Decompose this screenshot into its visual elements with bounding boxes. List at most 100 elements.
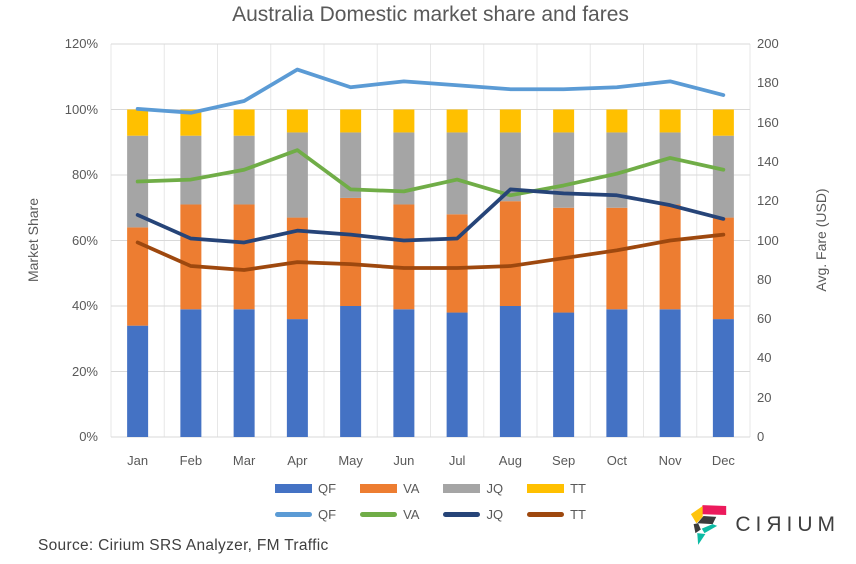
bar-segment-va-oct [606, 207, 628, 310]
bar-segment-tt-dec [712, 109, 734, 136]
bar-segment-jq-may [340, 132, 362, 198]
bar-segment-qf-dec [712, 319, 734, 437]
left-axis-tick: 0% [79, 429, 98, 444]
bar-segment-qf-apr [286, 319, 308, 437]
right-axis-tick: 60 [757, 311, 772, 327]
legend-bar-va: VA [360, 481, 419, 496]
legend-line-label: QF [318, 507, 337, 522]
legend-row-lines: QF VA JQ TT [111, 507, 750, 522]
bar-segment-tt-aug [499, 109, 521, 133]
logo-facet-yellow [691, 506, 703, 524]
legend-bar-swatch-tt [527, 484, 565, 493]
fare-line-va [135, 148, 726, 198]
bar-segment-va-jan [127, 227, 149, 326]
legend-bar-label: QF [318, 481, 337, 496]
legend-bar-qf: QF [275, 481, 336, 496]
bar-segment-va-apr [286, 217, 308, 320]
logo-facet-teal-2 [697, 533, 706, 545]
bar-segment-jq-feb [180, 135, 202, 205]
bar-segment-qf-mar [233, 309, 255, 437]
right-axis-tick: 200 [757, 36, 779, 51]
x-axis-label: Jul [448, 453, 466, 468]
chart-title: Australia Domestic market share and fare… [232, 3, 629, 26]
logo-facet-dark-2 [693, 523, 702, 534]
bar-segment-qf-nov [659, 309, 681, 437]
right-axis-title: Avg. Fare (USD) [813, 188, 829, 292]
cirium-logo-mark [691, 505, 727, 545]
left-axis-tick: 40% [71, 298, 98, 313]
bar-segment-tt-may [340, 109, 362, 133]
bar-segment-jq-jun [393, 132, 415, 205]
x-axis-label: Sep [552, 453, 576, 468]
legend-row-bars: QF VA JQ TT [111, 481, 750, 496]
bar-segment-tt-jan [127, 109, 149, 136]
bar-segment-qf-jul [446, 312, 468, 437]
bar-segment-tt-jun [393, 109, 415, 133]
legend-bar-label: VA [403, 481, 420, 496]
fare-lines [135, 67, 726, 272]
legend-line-label: JQ [486, 507, 504, 522]
left-axis-title: Market Share [25, 197, 41, 283]
x-axis-label: Feb [179, 453, 203, 468]
bar-segment-qf-aug [499, 306, 521, 437]
fare-line-jq [135, 187, 726, 245]
left-axis-tick: 20% [71, 363, 98, 379]
bar-segment-va-nov [659, 204, 681, 310]
logo-facet-pink [699, 505, 727, 516]
bar-segment-jq-oct [606, 132, 628, 208]
fare-line-tt [135, 232, 726, 272]
x-axis-label: Aug [498, 453, 522, 468]
source-text: Source: Cirium SRS Analyzer, FM Traffic [38, 537, 329, 554]
left-axis-tick: 100% [64, 101, 98, 117]
legend-bar-label: JQ [486, 481, 504, 496]
stacked-bars [127, 109, 734, 437]
bar-segment-jq-apr [286, 132, 308, 218]
logo-facet-dark-1 [697, 515, 717, 525]
legend-bar-jq: JQ [443, 481, 503, 496]
x-axis-label: Jun [393, 453, 415, 468]
x-axis-label: Dec [711, 453, 735, 468]
bar-segment-jq-sep [553, 132, 575, 208]
bar-segment-qf-jun [393, 309, 415, 437]
fare-line-qf [135, 67, 726, 115]
bar-segment-qf-feb [180, 309, 202, 437]
legend-bar-label: TT [570, 481, 586, 496]
legend-line-label: VA [403, 507, 420, 522]
bar-segment-tt-nov [659, 109, 681, 133]
legend-bar-swatch-jq [443, 484, 481, 493]
legend-bar-swatch-qf [275, 484, 313, 493]
legend-line-swatch-va [360, 512, 398, 517]
right-axis-tick: 80 [757, 271, 772, 287]
bar-segment-va-jul [446, 214, 468, 313]
bar-segment-jq-aug [499, 132, 521, 202]
bar-segment-jq-dec [712, 135, 734, 218]
bar-segment-qf-sep [553, 312, 575, 437]
bar-segment-va-feb [180, 204, 202, 310]
left-axis-tick: 120% [64, 36, 98, 51]
legend-line-swatch-jq [443, 512, 481, 517]
left-axis-tick: 60% [71, 232, 98, 248]
right-axis-tick: 180 [757, 75, 779, 91]
logo-facet-teal-1 [702, 524, 718, 534]
legend-line-swatch-tt [527, 512, 565, 517]
bar-segment-qf-jan [127, 325, 149, 437]
legend-line-label: TT [570, 507, 586, 522]
x-axis-label: Jan [127, 453, 149, 468]
bar-segment-qf-oct [606, 309, 628, 437]
bar-segment-jq-nov [659, 132, 681, 205]
bar-segment-va-mar [233, 204, 255, 310]
right-axis-tick: 40 [757, 350, 772, 366]
right-axis-tick: 160 [757, 114, 779, 130]
legend-line-swatch-qf [275, 512, 313, 517]
x-axis-label: Mar [232, 453, 256, 468]
bar-segment-va-dec [712, 217, 734, 320]
x-axis-label: Nov [658, 453, 682, 468]
bar-segment-jq-jul [446, 132, 468, 215]
right-axis-tick: 0 [757, 429, 765, 444]
legend-bar-tt: TT [527, 481, 586, 496]
right-axis-tick: 140 [757, 153, 779, 169]
bar-segment-tt-oct [606, 109, 628, 133]
bar-segment-tt-sep [553, 109, 575, 133]
legend-line-jq: JQ [443, 507, 503, 522]
